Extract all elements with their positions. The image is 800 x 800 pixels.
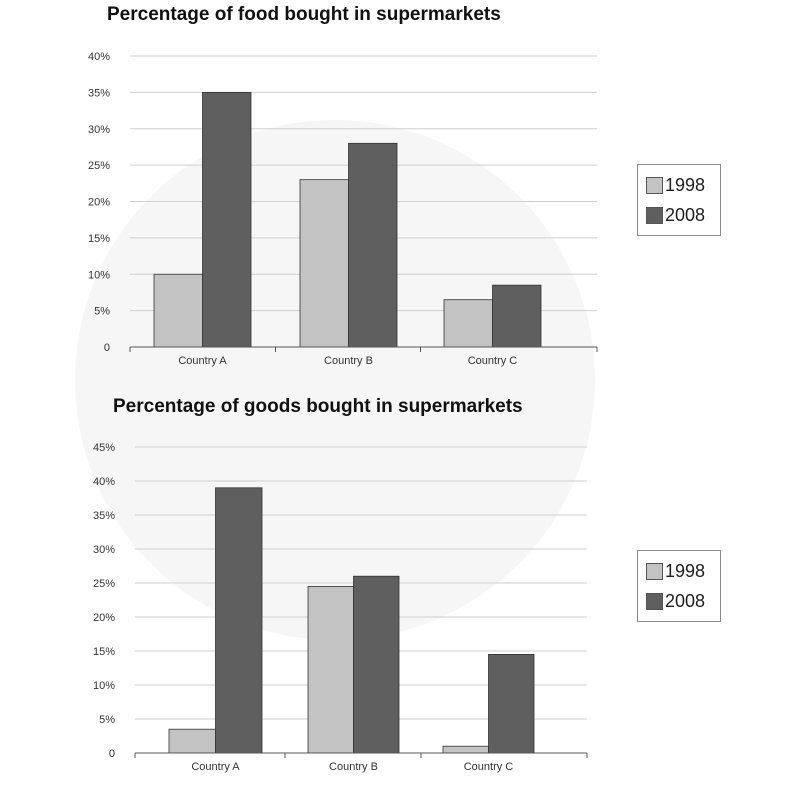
legend-swatch-1998 (646, 562, 663, 580)
y-tick-label: 45% (93, 442, 115, 454)
y-tick-label: 40% (93, 476, 115, 488)
legend-food: 1998 2008 (637, 164, 721, 236)
y-tick-label: 15% (93, 646, 115, 658)
legend-item-1998: 1998 (646, 173, 705, 197)
y-tick-label: 15% (88, 233, 110, 245)
legend-item-1998: 1998 (646, 559, 705, 583)
bar-1998-country-c (442, 745, 489, 754)
chart-title-food: Percentage of food bought in supermarket… (107, 4, 501, 25)
x-tick-label: Country C (468, 355, 518, 367)
legend-label-2008: 2008 (665, 204, 706, 225)
x-tick-label: Country B (329, 761, 378, 773)
y-tick-label: 35% (88, 87, 110, 99)
bar-2008-country-a (215, 487, 263, 754)
y-tick-label: 40% (88, 51, 110, 63)
y-tick-label: 0 (104, 342, 110, 354)
bar-2008-country-c (492, 284, 542, 348)
bar-2008-country-b (348, 142, 398, 348)
legend-label-1998: 1998 (665, 174, 706, 195)
y-tick-label: 25% (93, 578, 115, 590)
bar-1998-country-b (299, 179, 349, 348)
x-tick-label: Country C (464, 761, 514, 773)
legend-label-2008: 2008 (665, 590, 706, 611)
legend-label-1998: 1998 (665, 560, 706, 581)
legend-goods: 1998 2008 (637, 550, 721, 622)
y-tick-label: 30% (88, 124, 110, 136)
x-tick-label: Country A (191, 761, 240, 773)
y-tick-label: 10% (88, 269, 110, 281)
bar-2008-country-b (353, 575, 400, 754)
legend-item-2008: 2008 (646, 203, 705, 227)
y-tick-label: 10% (93, 680, 115, 692)
legend-swatch-2008 (646, 592, 663, 610)
bar-2008-country-c (488, 654, 535, 754)
bar-1998-country-a (168, 728, 216, 754)
bar-1998-country-b (307, 586, 354, 754)
legend-swatch-2008 (646, 206, 663, 224)
y-tick-label: 25% (88, 160, 110, 172)
x-tick-label: Country A (178, 355, 227, 367)
y-tick-label: 5% (94, 306, 110, 318)
x-tick-label: Country B (324, 355, 373, 367)
y-tick-label: 20% (88, 197, 110, 209)
y-tick-label: 30% (93, 544, 115, 556)
y-tick-label: 20% (93, 612, 115, 624)
y-tick-label: 0 (109, 748, 115, 760)
bar-2008-country-a (202, 91, 252, 348)
y-tick-label: 35% (93, 510, 115, 522)
chart-title-goods: Percentage of goods bought in supermarke… (113, 396, 523, 417)
bar-1998-country-c (443, 299, 493, 348)
y-tick-label: 5% (99, 714, 115, 726)
legend-swatch-1998 (646, 176, 663, 194)
legend-item-2008: 2008 (646, 589, 705, 613)
